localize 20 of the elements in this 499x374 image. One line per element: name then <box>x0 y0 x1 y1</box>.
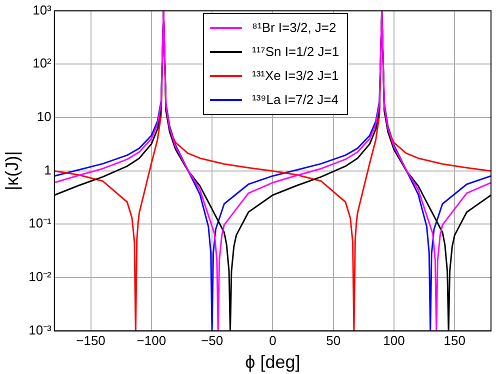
y-tick-label: 10⁻³ <box>28 322 52 338</box>
x-tick-label: 0 <box>269 333 276 348</box>
legend-label: ¹³¹Xe I=3/2 J=1 <box>252 67 339 85</box>
y-tick-label: 10⁻² <box>28 269 52 284</box>
y-tick-label: 1 <box>44 162 52 178</box>
y-tick-label: 10 <box>36 109 52 124</box>
x-tick-label: 150 <box>444 333 466 348</box>
x-axis-title: ϕ [deg] <box>245 352 300 372</box>
y-tick-label: 10² <box>32 56 52 71</box>
x-tick-label: −100 <box>136 333 166 348</box>
y-tick-label: 10⁻¹ <box>28 216 52 231</box>
x-tick-label: 100 <box>383 333 405 348</box>
x-tick-label: −150 <box>76 333 106 348</box>
x-tick-label: 50 <box>326 333 341 348</box>
legend-label: ⁸¹Br I=3/2, J=2 <box>252 19 336 37</box>
y-tick-label: 10³ <box>32 2 52 18</box>
y-axis-title: |κ(J)| <box>2 151 22 190</box>
legend-label: ¹¹⁷Sn I=1/2 J=1 <box>252 43 340 61</box>
legend-label: ¹³⁹La I=7/2 J=4 <box>252 91 339 109</box>
x-tick-label: −50 <box>201 333 224 348</box>
